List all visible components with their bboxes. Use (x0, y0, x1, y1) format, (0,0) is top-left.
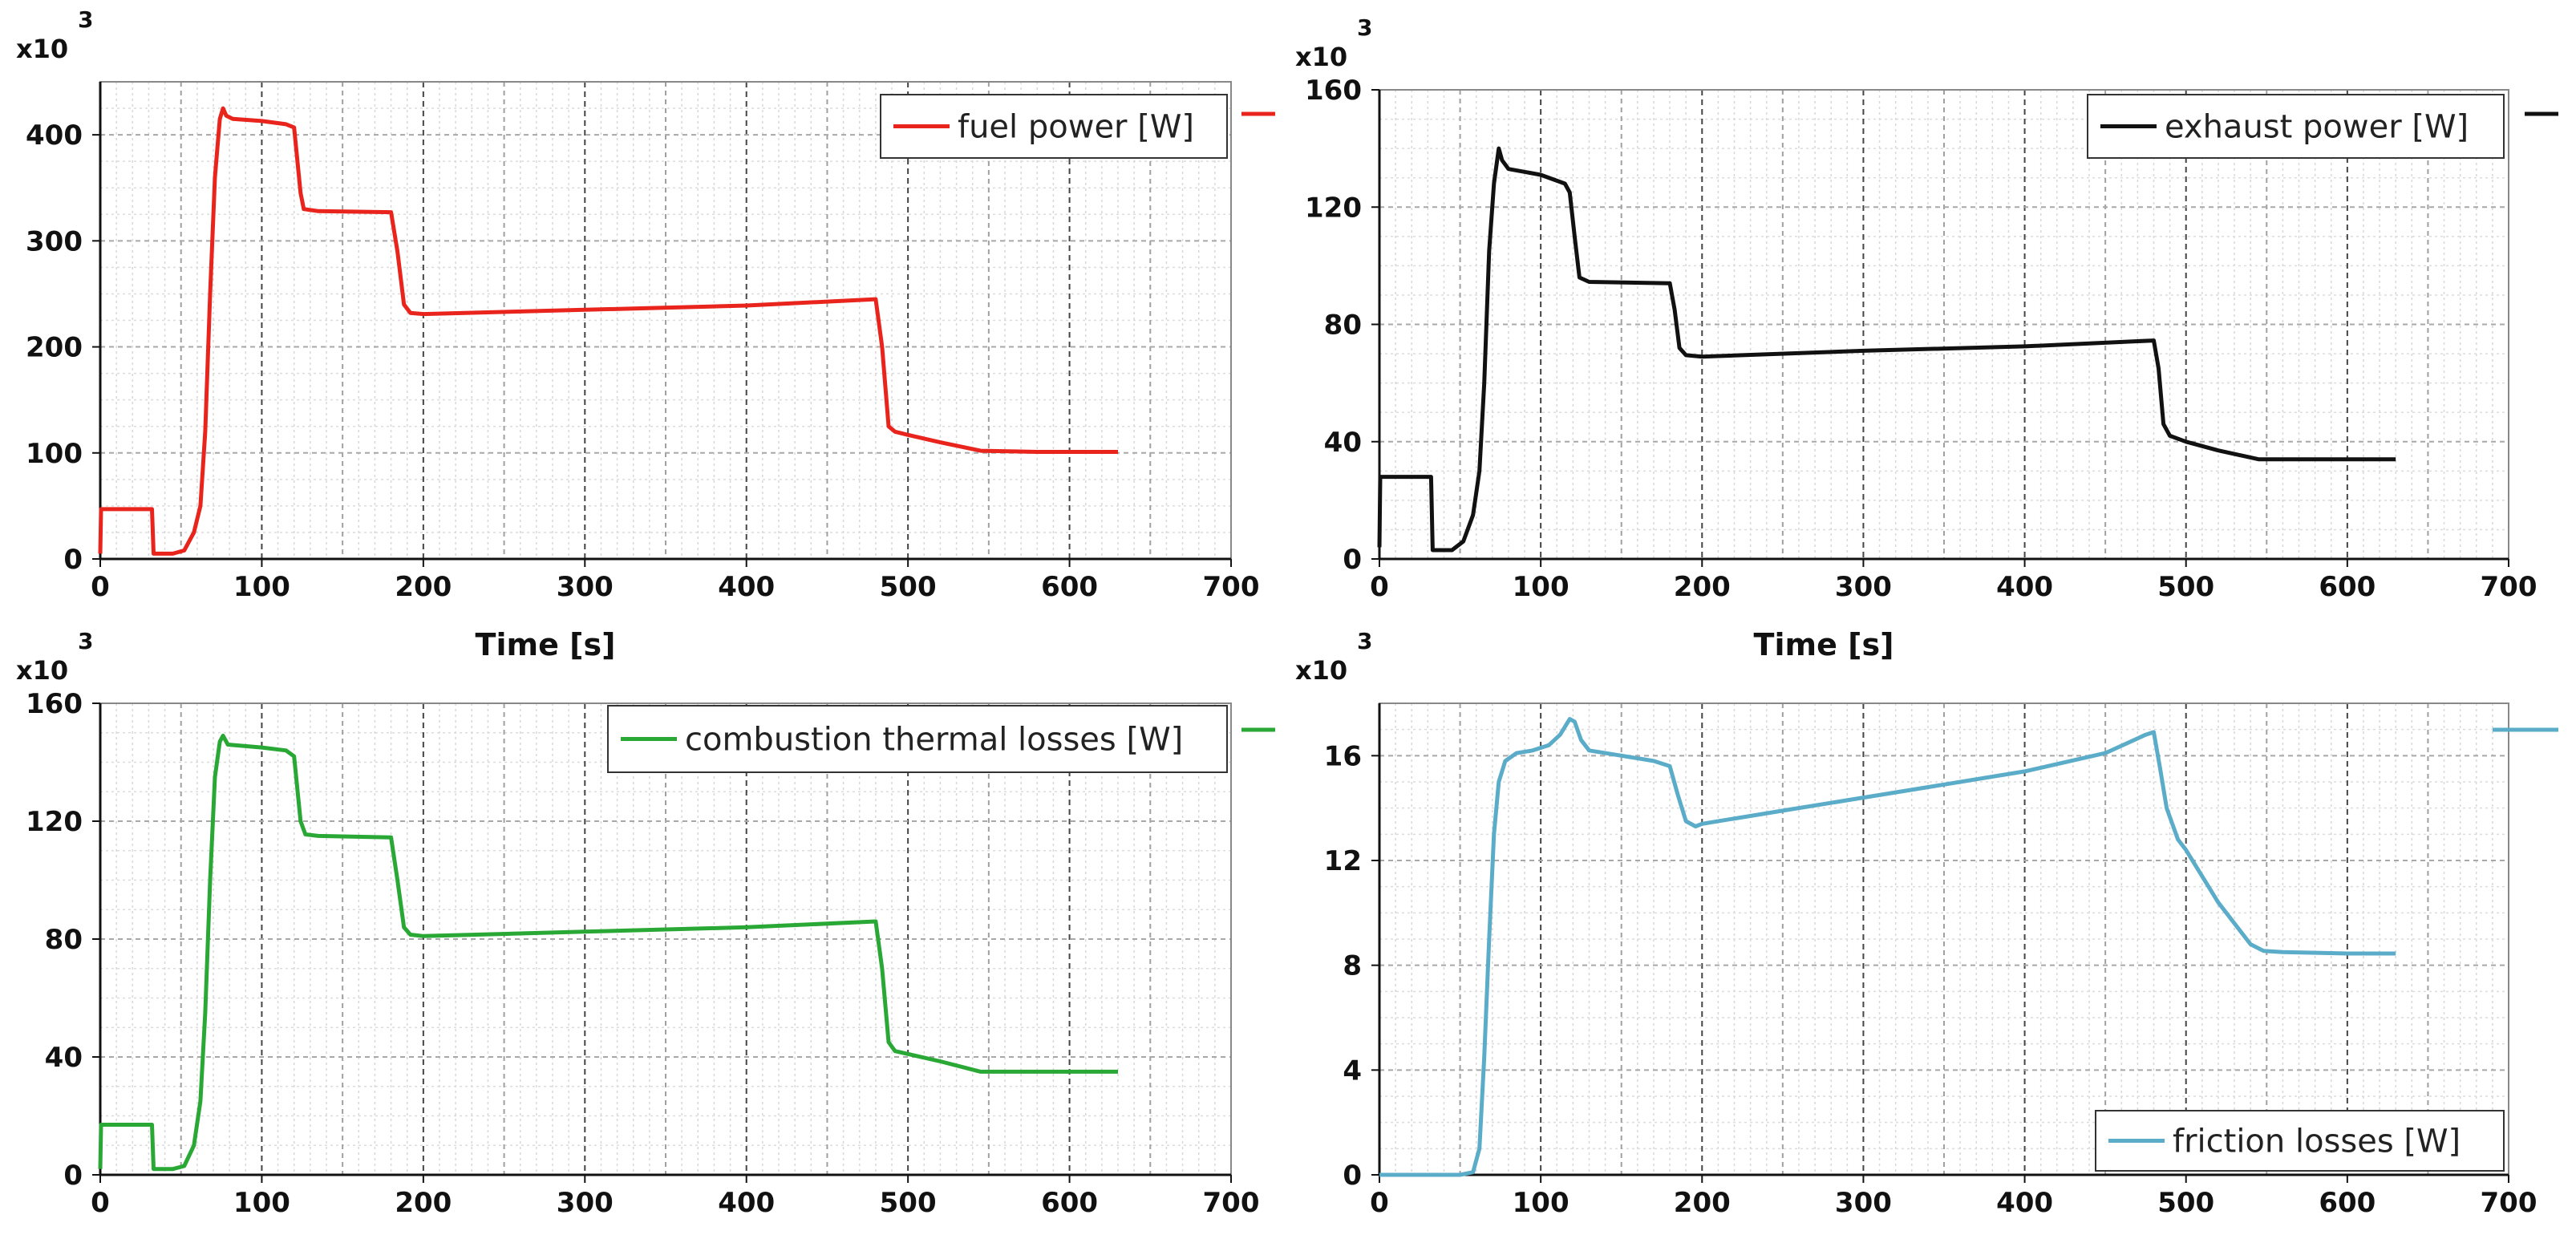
y-tick-label: 16 (1324, 740, 1362, 772)
x-tick-label: 200 (395, 1187, 452, 1219)
y-tick-label: 0 (1343, 544, 1362, 576)
axis-multiplier: x10 (16, 655, 68, 686)
series-line (1379, 717, 2396, 1177)
x-axis-label: Time [s] (1754, 627, 1894, 662)
axis-multiplier-exponent: 3 (1357, 14, 1372, 41)
x-tick-label: 400 (1996, 1187, 2053, 1219)
x-tick-label: 200 (1674, 571, 1731, 603)
chart-panel-friction-losses: 0 100 200 300 400 500 600 700 0 4 8 12 16 x10 3 frictio… (1295, 628, 2558, 1219)
legend: friction losses [W] (2095, 1110, 2505, 1172)
x-tick-label: 200 (395, 571, 452, 603)
x-tick-label: 600 (2319, 1187, 2376, 1219)
y-tick-label: 160 (1305, 75, 1362, 107)
y-tick-label: 40 (45, 1042, 83, 1074)
y-tick-label: 300 (26, 225, 83, 257)
x-tick-label: 500 (2157, 571, 2214, 603)
legend-box (2087, 94, 2505, 159)
series-line (1377, 146, 2396, 553)
y-tick-label: 80 (1324, 310, 1362, 342)
x-tick-label: 0 (91, 1187, 110, 1219)
legend: fuel power [W] (880, 94, 1228, 159)
x-tick-label: 0 (1370, 571, 1389, 603)
chart-panel-fuel-power: 0 100 200 300 400 500 600 700 0 100 200 300 400 x10 3 T… (16, 6, 1275, 662)
x-tick-label: 600 (1041, 1187, 1098, 1219)
series-line (98, 733, 1118, 1172)
y-tick-label: 100 (26, 438, 83, 470)
x-tick-label: 0 (1370, 1187, 1389, 1219)
x-tick-label: 700 (1203, 1187, 1260, 1219)
x-tick-label: 600 (1041, 571, 1098, 603)
x-tick-label: 700 (2481, 1187, 2538, 1219)
x-tick-label: 400 (718, 571, 775, 603)
x-tick-label: 100 (1513, 1187, 1569, 1219)
legend-label: combustion thermal losses [W] (685, 722, 1183, 759)
y-tick-label: 0 (63, 1160, 83, 1192)
y-tick-label: 160 (26, 688, 83, 720)
x-tick-label: 400 (718, 1187, 775, 1219)
axis-multiplier: x10 (16, 34, 68, 64)
legend-box (607, 705, 1228, 773)
x-tick-label: 500 (880, 1187, 937, 1219)
x-tick-label: 600 (2319, 571, 2376, 603)
y-tick-label: 12 (1324, 845, 1362, 877)
x-tick-label: 700 (2481, 571, 2538, 603)
x-tick-label: 0 (91, 571, 110, 603)
x-tick-label: 500 (880, 571, 937, 603)
y-tick-label: 0 (1343, 1160, 1362, 1192)
axis-multiplier-exponent: 3 (1357, 628, 1372, 654)
x-tick-label: 400 (1996, 571, 2053, 603)
x-tick-label: 100 (233, 1187, 290, 1219)
legend-label: exhaust power [W] (2165, 109, 2469, 146)
axis-multiplier: x10 (1295, 42, 1347, 72)
x-tick-label: 300 (1835, 1187, 1892, 1219)
axis-multiplier: x10 (1295, 655, 1347, 686)
x-tick-label: 300 (557, 571, 614, 603)
y-tick-label: 120 (26, 806, 83, 838)
x-tick-label: 200 (1674, 1187, 1731, 1219)
x-tick-label: 100 (233, 571, 290, 603)
y-tick-label: 120 (1305, 192, 1362, 224)
y-tick-label: 200 (26, 332, 83, 364)
x-tick-label: 500 (2157, 1187, 2214, 1219)
axis-multiplier-exponent: 3 (78, 628, 93, 654)
y-tick-label: 0 (63, 544, 83, 576)
y-tick-label: 40 (1324, 427, 1362, 459)
legend-label: friction losses [W] (2173, 1124, 2461, 1160)
legend-label: fuel power [W] (958, 109, 1194, 146)
x-tick-label: 700 (1203, 571, 1260, 603)
y-tick-label: 8 (1343, 950, 1362, 982)
x-tick-label: 100 (1513, 571, 1569, 603)
y-tick-label: 80 (45, 924, 83, 956)
axis-multiplier-exponent: 3 (78, 6, 93, 33)
x-axis-label: Time [s] (476, 627, 616, 662)
x-tick-label: 300 (557, 1187, 614, 1219)
x-tick-label: 300 (1835, 571, 1892, 603)
y-tick-label: 4 (1343, 1055, 1362, 1087)
y-tick-label: 400 (26, 119, 83, 152)
series-line (98, 106, 1118, 556)
legend: combustion thermal losses [W] (607, 705, 1228, 773)
legend: exhaust power [W] (2087, 94, 2505, 159)
